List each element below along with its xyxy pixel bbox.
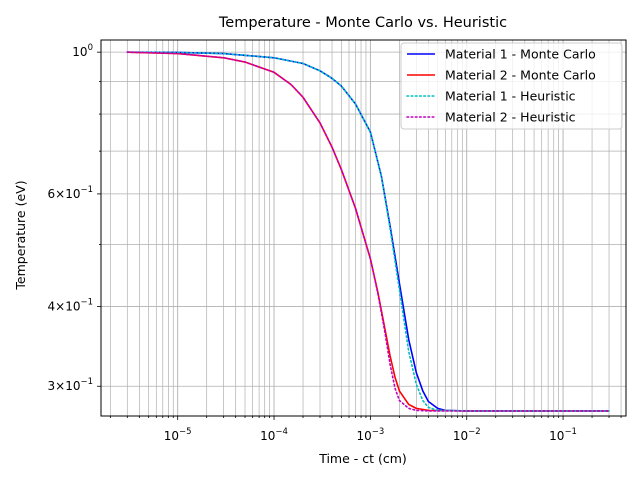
legend-label-3: Material 1 - Heuristic bbox=[445, 89, 576, 104]
y-tick-label: 4×10−1 bbox=[47, 297, 93, 313]
y-tick-label: 100 bbox=[72, 43, 93, 59]
y-tick-label: 3×10−1 bbox=[47, 377, 93, 393]
chart-title: Temperature - Monte Carlo vs. Heuristic bbox=[218, 15, 507, 31]
x-tick-label-exponent: −5 bbox=[179, 427, 192, 437]
x-tick-label-base: 10 bbox=[164, 429, 179, 443]
y-tick-label-exponent: −1 bbox=[80, 185, 93, 195]
legend-box bbox=[400, 42, 623, 130]
legend: Material 1 - Monte Carlo Material 2 - Mon… bbox=[400, 42, 623, 130]
x-tick-label: 10−2 bbox=[453, 427, 481, 443]
y-tick-label-exponent: 0 bbox=[88, 43, 93, 53]
x-axis-label: Time - ct (cm) bbox=[318, 451, 407, 466]
x-tick-label: 10−1 bbox=[549, 427, 577, 443]
y-tick-label-base: 10 bbox=[65, 299, 80, 313]
series-line-3 bbox=[126, 51, 610, 412]
x-tick-label: 10−5 bbox=[164, 427, 192, 443]
y-axis-label: Temperature (eV) bbox=[13, 180, 28, 290]
x-tick-label-exponent: −3 bbox=[372, 427, 385, 437]
y-tick-label-base: 10 bbox=[65, 187, 80, 201]
legend-label-4: Material 2 - Heuristic bbox=[445, 110, 576, 125]
y-tick-label-base: 10 bbox=[65, 379, 80, 393]
series-line-4 bbox=[126, 51, 610, 412]
y-tick-label: 6×10−1 bbox=[47, 185, 93, 201]
grid-layer bbox=[101, 40, 626, 416]
y-tick-label-base: 10 bbox=[72, 45, 87, 59]
x-tick-label-exponent: −4 bbox=[275, 427, 288, 437]
y-tick-label-exponent: −1 bbox=[80, 297, 93, 307]
x-tick-label-exponent: −2 bbox=[468, 427, 481, 437]
x-tick-label-base: 10 bbox=[549, 429, 564, 443]
x-tick-label: 10−3 bbox=[356, 427, 384, 443]
y-tick-label-mantissa: 4× bbox=[47, 299, 65, 313]
series-layer bbox=[126, 51, 610, 412]
legend-label-2: Material 2 - Monte Carlo bbox=[445, 68, 596, 83]
x-tick-label-base: 10 bbox=[453, 429, 468, 443]
y-tick-label-mantissa: 6× bbox=[47, 187, 65, 201]
x-tick-label: 10−4 bbox=[260, 427, 288, 443]
y-tick-label-exponent: −1 bbox=[80, 377, 93, 387]
legend-label-1: Material 1 - Monte Carlo bbox=[445, 47, 596, 62]
y-tick-label-mantissa: 3× bbox=[47, 379, 65, 393]
x-tick-label-base: 10 bbox=[260, 429, 275, 443]
plot-area-frame bbox=[100, 39, 627, 417]
x-tick-label-base: 10 bbox=[356, 429, 371, 443]
x-tick-label-exponent: −1 bbox=[564, 427, 577, 437]
tick-layer: 10−5 10−4 10−3 10−2 10−11006×10−14×10−13×10−… bbox=[47, 43, 622, 443]
